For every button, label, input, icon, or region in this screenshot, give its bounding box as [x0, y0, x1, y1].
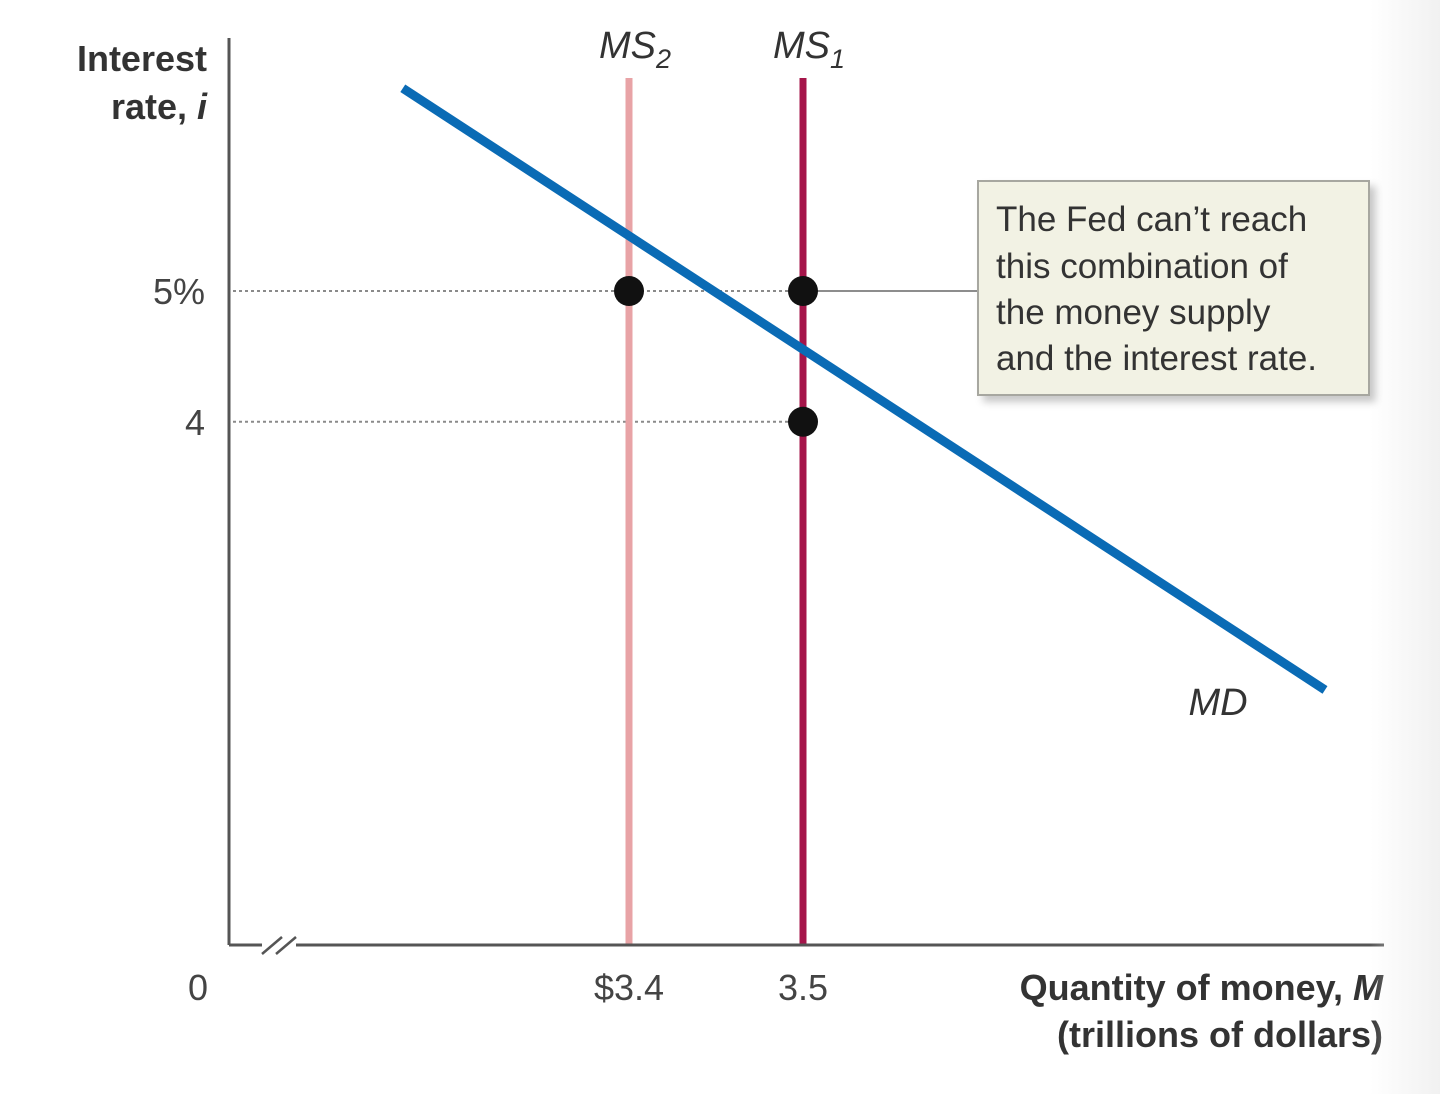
axis-break-mark [261, 936, 297, 955]
ms2-label: MS2 [599, 25, 671, 74]
equilibrium-points [614, 276, 818, 437]
annotation-line-1: The Fed can’t reach [996, 200, 1307, 239]
x-axis-title-line-2: (trillions of dollars) [1057, 1014, 1383, 1055]
x-tick-label: $3.4 [594, 967, 664, 1008]
annotation-box-background [977, 180, 1370, 396]
x-axis-title-text: Quantity of money, [1020, 967, 1353, 1008]
y-tick-label: 5% [153, 271, 205, 312]
annotation-line-2: this combination of [996, 247, 1288, 286]
axis-break-slash [275, 936, 297, 955]
annotation-box: The Fed can’t reach this combination of … [977, 180, 1370, 396]
x-tick-label: 3.5 [778, 967, 828, 1008]
y-tick-label: 4 [185, 402, 205, 443]
axis-break-gap [262, 936, 296, 954]
annotation-line-4: and the interest rate. [996, 339, 1317, 378]
right-edge-shade [1370, 0, 1440, 1094]
md-demand-line [400, 84, 1328, 694]
x-axis-title-line-1: Quantity of money, M [1020, 967, 1384, 1008]
ms2-label-subscript: 2 [655, 44, 671, 74]
y-axis-variable: i [197, 86, 208, 127]
reference-lines [233, 290, 803, 423]
ms1-label-subscript: 1 [830, 44, 845, 74]
y-axis-title-text: rate, [111, 86, 197, 127]
md-label: MD [1188, 682, 1247, 724]
axis-break-slash [261, 936, 283, 955]
equilibrium-point [788, 276, 818, 306]
equilibrium-point [788, 406, 818, 437]
ms1-label-main: MS [773, 25, 830, 67]
y-axis-title-line-1: Interest [77, 38, 207, 79]
annotation-line-3: the money supply [996, 293, 1271, 332]
y-axis-title-line-2: rate, i [111, 86, 208, 127]
equilibrium-point [614, 276, 644, 306]
ms1-label: MS1 [773, 25, 845, 74]
ms2-label-main: MS [599, 25, 656, 67]
origin-label: 0 [188, 967, 208, 1008]
